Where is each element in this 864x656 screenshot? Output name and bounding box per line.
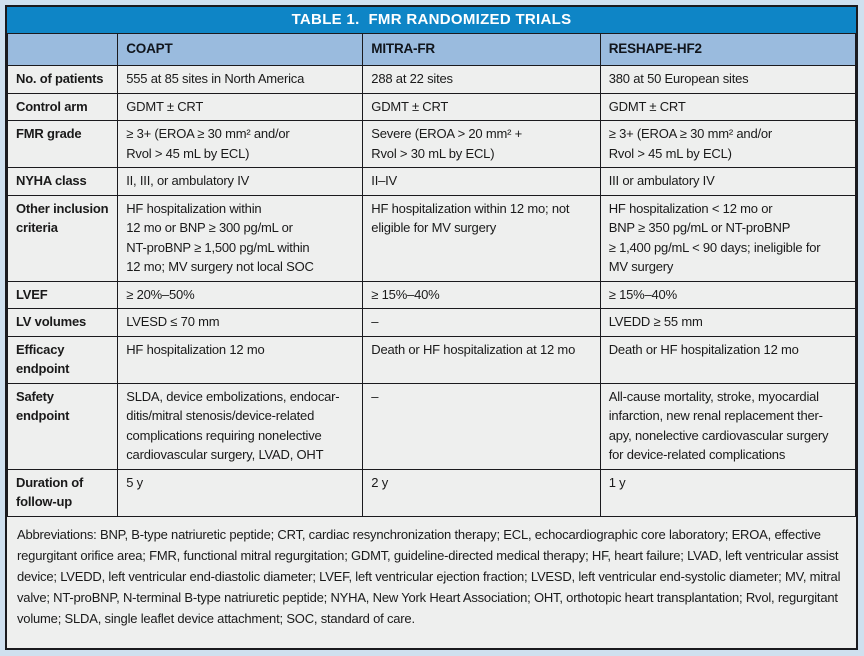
table-row-safety-endpoint: Safety endpoint SLDA, device embolizatio… [6,382,857,470]
cell-reshape-hf2: Death or HF hospitalization 12 mo [599,335,857,384]
cell-coapt: HF hospitalization within 12 mo or BNP ≥… [117,194,364,282]
table-frame: TABLE 1. FMR RANDOMIZED TRIALS COAPT MIT… [5,5,858,650]
cell-reshape-hf2: GDMT ± CRT [599,92,857,122]
table-row-lvef: LVEF ≥ 20%–50% ≥ 15%–40% ≥ 15%–40% [6,280,857,310]
abbreviations-footnote: Abbreviations: BNP, B-type natriuretic p… [7,516,856,648]
cell-reshape-hf2: HF hospitalization < 12 mo or BNP ≥ 350 … [599,194,857,282]
cell-coapt: II, III, or ambulatory IV [117,167,364,196]
table-row-fmr-grade: FMR grade ≥ 3+ (EROA ≥ 30 mm² and/or Rvo… [6,120,857,169]
cell-reshape-hf2: 1 y [599,468,857,517]
column-header-mitra-fr: MITRA-FR [362,32,601,67]
cell-coapt: GDMT ± CRT [117,92,364,122]
cell-mitra-fr: Severe (EROA > 20 mm² + Rvol > 30 mL by … [362,120,601,169]
table-title: TABLE 1. FMR RANDOMIZED TRIALS [7,7,856,33]
cell-reshape-hf2: III or ambulatory IV [599,167,857,196]
cell-reshape-hf2: 380 at 50 European sites [599,65,857,94]
fmr-trials-table: COAPT MITRA-FR RESHAPE-HF2 No. of patien… [6,32,857,517]
row-label: Efficacy endpoint [6,335,119,384]
cell-mitra-fr: Death or HF hospitalization at 12 mo [362,335,601,384]
cell-mitra-fr: GDMT ± CRT [362,92,601,122]
row-label: Control arm [6,92,119,122]
row-label: LV volumes [6,308,119,337]
cell-mitra-fr: – [362,382,601,470]
cell-coapt: HF hospitalization 12 mo [117,335,364,384]
cell-reshape-hf2: All-cause mortality, stroke, myocardial … [599,382,857,470]
cell-coapt: ≥ 20%–50% [117,280,364,310]
cell-coapt: 5 y [117,468,364,517]
row-label: Duration of follow-up [6,468,119,517]
row-label: Other inclusion criteria [6,194,119,282]
cell-mitra-fr: ≥ 15%–40% [362,280,601,310]
cell-mitra-fr: II–IV [362,167,601,196]
cell-reshape-hf2: LVEDD ≥ 55 mm [599,308,857,337]
cell-mitra-fr: HF hospitalization within 12 mo; not eli… [362,194,601,282]
cell-coapt: SLDA, device embolizations, endocar- dit… [117,382,364,470]
cell-coapt: 555 at 85 sites in North America [117,65,364,94]
row-label: LVEF [6,280,119,310]
cell-mitra-fr: 288 at 22 sites [362,65,601,94]
cell-mitra-fr: 2 y [362,468,601,517]
row-label: Safety endpoint [6,382,119,470]
row-label: NYHA class [6,167,119,196]
table-row-lv-volumes: LV volumes LVESD ≤ 70 mm – LVEDD ≥ 55 mm [6,308,857,337]
table-row-nyha-class: NYHA class II, III, or ambulatory IV II–… [6,167,857,196]
table-row-no-of-patients: No. of patients 555 at 85 sites in North… [6,65,857,94]
cell-mitra-fr: – [362,308,601,337]
table-row-duration-of-follow-up: Duration of follow-up 5 y 2 y 1 y [6,468,857,517]
cell-coapt: LVESD ≤ 70 mm [117,308,364,337]
table-row-other-inclusion-criteria: Other inclusion criteria HF hospitalizat… [6,194,857,282]
column-header-row: COAPT MITRA-FR RESHAPE-HF2 [6,32,857,67]
column-header-coapt: COAPT [117,32,364,67]
row-label: FMR grade [6,120,119,169]
table-row-control-arm: Control arm GDMT ± CRT GDMT ± CRT GDMT ±… [6,92,857,122]
row-label: No. of patients [6,65,119,94]
table-row-efficacy-endpoint: Efficacy endpoint HF hospitalization 12 … [6,335,857,384]
cell-reshape-hf2: ≥ 15%–40% [599,280,857,310]
cell-reshape-hf2: ≥ 3+ (EROA ≥ 30 mm² and/or Rvol > 45 mL … [599,120,857,169]
column-header-empty [6,32,119,67]
column-header-reshape-hf2: RESHAPE-HF2 [599,32,857,67]
cell-coapt: ≥ 3+ (EROA ≥ 30 mm² and/or Rvol > 45 mL … [117,120,364,169]
